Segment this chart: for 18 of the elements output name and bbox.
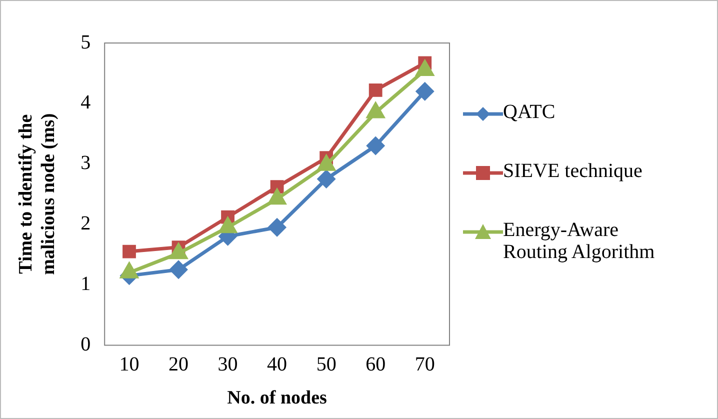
y-tick-label: 3 (80, 152, 91, 174)
x-tick-label: 40 (267, 353, 288, 376)
y-tick-label: 4 (80, 92, 91, 114)
y-tick-label: 1 (80, 273, 91, 296)
y-tick-label: 5 (80, 31, 91, 54)
legend-label: SIEVE technique (503, 160, 644, 182)
x-tick-label: 30 (218, 353, 238, 376)
x-tick-label: 20 (168, 353, 189, 376)
x-tick-label: 50 (316, 353, 336, 376)
y-axis-title: Time to identify the malicious node (ms) (15, 113, 60, 275)
y-tick-label: 0 (80, 333, 91, 356)
legend-label: Energy-Aware Routing Algorithm (503, 219, 656, 263)
x-tick-label: 60 (366, 353, 386, 376)
x-axis-title: No. of nodes (227, 388, 327, 409)
x-tick-label: 70 (414, 353, 435, 376)
y-tick-label: 2 (80, 212, 91, 235)
legend-label: QATC (503, 101, 556, 123)
x-tick-label: 10 (119, 353, 140, 376)
